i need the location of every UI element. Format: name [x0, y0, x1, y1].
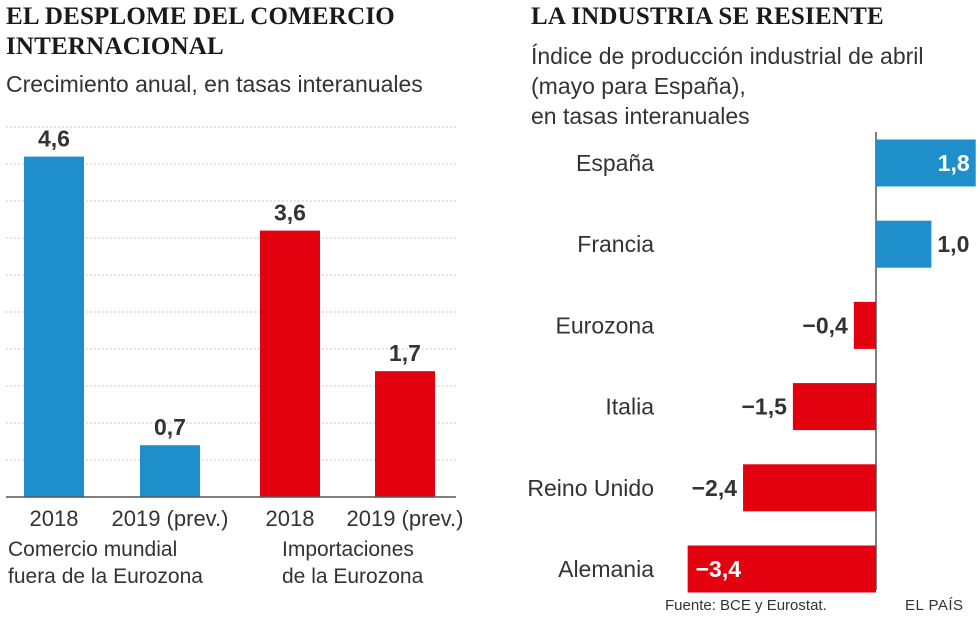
data-label: 4,6 [38, 126, 70, 152]
left-chart-title: EL DESPLOME DEL COMERCIO INTERNACIONAL [6, 2, 395, 62]
bar-imports-2018 [260, 230, 320, 497]
data-label: 1,7 [389, 340, 421, 366]
bar-trade-2018 [24, 156, 84, 497]
group-label-line1: Importaciones [282, 538, 414, 561]
group-label-line1: Comercio mundial [8, 538, 177, 561]
group-label-line2: de la Eurozona [282, 565, 424, 588]
left-chart-subtitle: Crecimiento anual, en tasas interanuales [6, 71, 423, 97]
left-title-line2: INTERNACIONAL [6, 33, 224, 60]
category-label: Alemania [558, 556, 654, 582]
right-subtitle-line2: (mayo para España), [531, 73, 746, 99]
category-label: Reino Unido [527, 475, 654, 501]
category-label: España [576, 150, 654, 176]
data-label: 1,0 [937, 231, 969, 257]
x-tick-label: 2019 (prev.) [347, 506, 464, 531]
bar-eurozona [853, 301, 876, 349]
data-label: 3,6 [274, 200, 306, 226]
left-title-line1: EL DESPLOME DEL COMERCIO [6, 3, 395, 30]
right-chart-title: LA INDUSTRIA SE RESIENTE [531, 3, 884, 30]
bar-francia [876, 220, 932, 268]
data-label: −0,4 [802, 312, 848, 338]
bar-reino-unido [743, 464, 876, 512]
data-label: −2,4 [692, 475, 738, 501]
category-label: Eurozona [556, 312, 655, 338]
x-tick-label: 2018 [266, 506, 315, 531]
data-label: 1,8 [938, 150, 970, 176]
data-label: −1,5 [741, 394, 787, 420]
right-chart-subtitle: Índice de producción industrial de abril… [531, 41, 924, 131]
right-subtitle-line1: Índice de producción industrial de abril [531, 43, 924, 69]
category-label: Francia [577, 231, 654, 257]
data-label: 0,7 [154, 414, 186, 440]
right-subtitle-line3: en tasas interanuales [531, 103, 750, 129]
group-label-line2: fuera de la Eurozona [8, 565, 203, 588]
bar-italia [792, 383, 876, 431]
x-tick-label: 2019 (prev.) [112, 506, 229, 531]
bar-españa [876, 139, 976, 187]
brand-label: EL PAÍS [905, 597, 964, 614]
bar-imports-2019 [375, 371, 435, 497]
x-tick-label: 2018 [30, 506, 79, 531]
bar-alemania [687, 545, 876, 593]
category-label: Italia [605, 394, 654, 420]
source-note: Fuente: BCE y Eurostat. [665, 597, 827, 614]
bar-trade-2019 [140, 445, 200, 497]
data-label: −3,4 [696, 556, 742, 582]
